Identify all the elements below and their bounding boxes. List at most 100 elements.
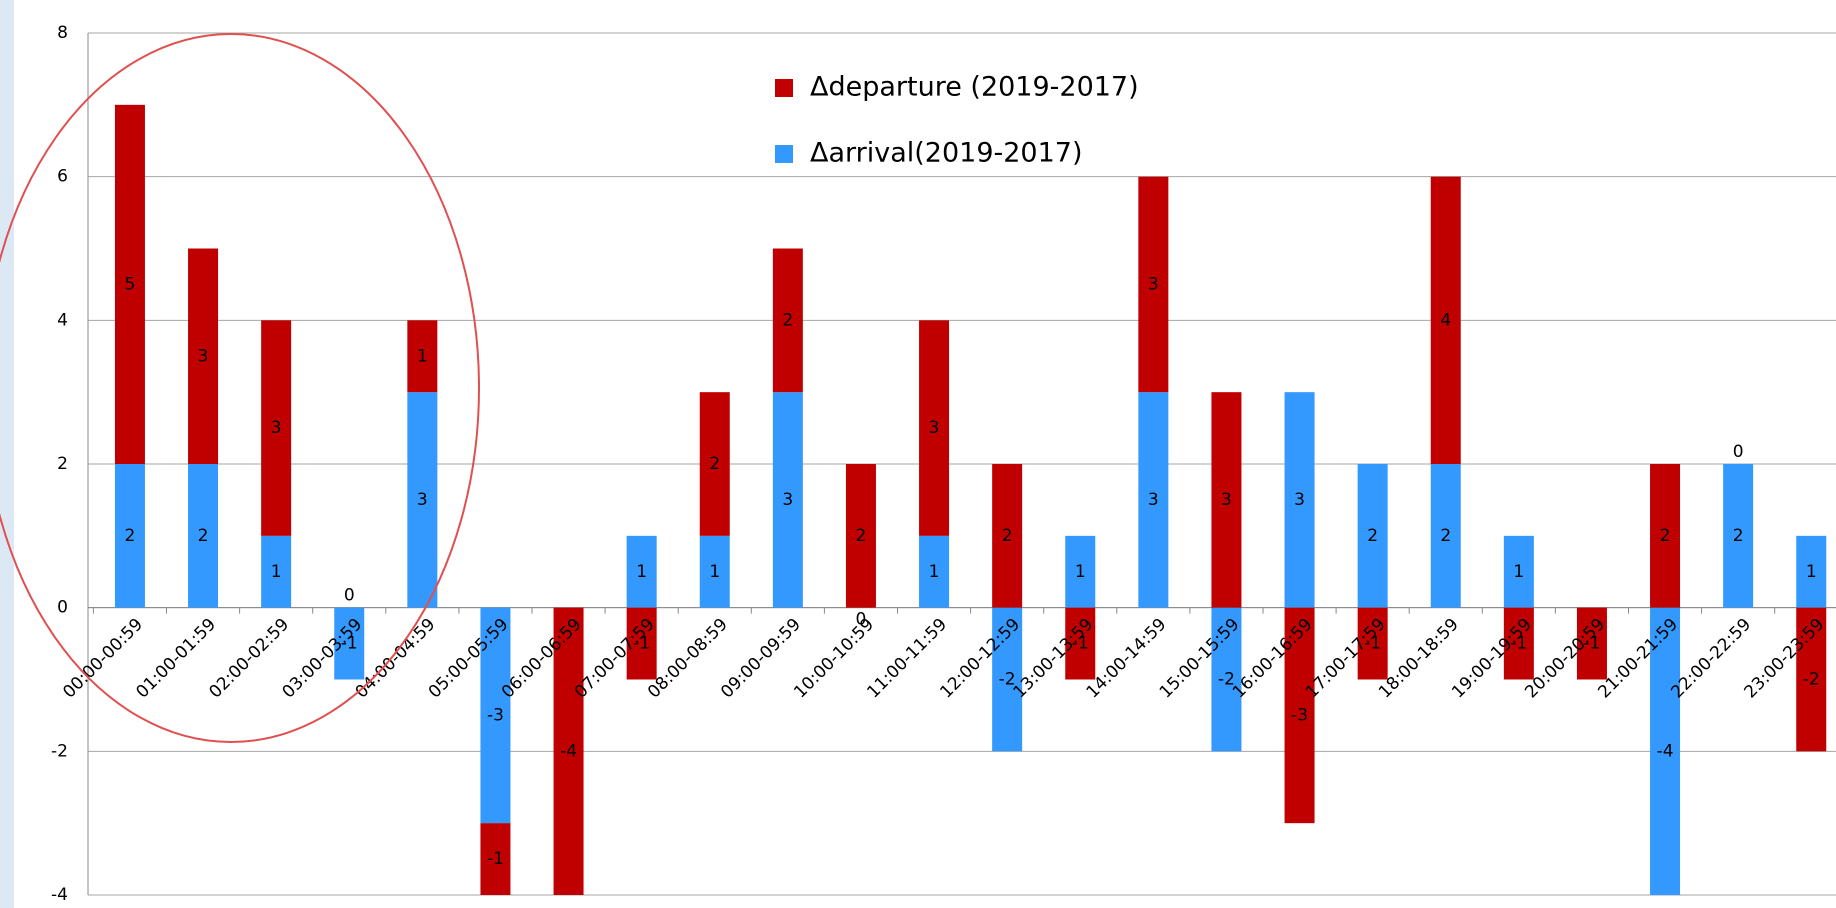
data-label: 3 bbox=[782, 490, 793, 510]
bar-segment bbox=[1357, 464, 1388, 608]
data-label: -2 bbox=[999, 670, 1016, 690]
legend-label: Δarrival(2019-2017) bbox=[810, 138, 1083, 169]
y-tick-label: 6 bbox=[57, 167, 68, 187]
data-label: -1 bbox=[341, 634, 358, 654]
data-label: -4 bbox=[1657, 741, 1674, 761]
bar-segment bbox=[1284, 607, 1315, 824]
bar-segment bbox=[699, 535, 730, 608]
data-label: 2 bbox=[1660, 526, 1671, 546]
data-label: 3 bbox=[417, 490, 428, 510]
bar-segment bbox=[992, 464, 1023, 608]
data-label: 2 bbox=[782, 310, 793, 330]
data-label: 1 bbox=[1075, 562, 1086, 582]
data-label: 1 bbox=[1513, 562, 1524, 582]
bar-segment bbox=[553, 607, 584, 895]
data-label: -4 bbox=[560, 741, 577, 761]
bar-segment bbox=[1796, 607, 1827, 752]
data-label: 2 bbox=[1440, 526, 1451, 546]
bar-segment bbox=[992, 607, 1023, 752]
bar-segment bbox=[1723, 464, 1754, 608]
legend-label: Δdeparture (2019-2017) bbox=[810, 72, 1139, 103]
data-label: 1 bbox=[417, 346, 428, 366]
bar-segment bbox=[1503, 607, 1534, 680]
data-label: 5 bbox=[125, 274, 136, 294]
data-label: 0 bbox=[1733, 442, 1744, 462]
bar-segment bbox=[1650, 464, 1681, 608]
data-label: -3 bbox=[1291, 705, 1308, 725]
bar-segment bbox=[480, 823, 511, 895]
data-label: 3 bbox=[271, 418, 282, 438]
bar-segment bbox=[1284, 392, 1315, 608]
data-label: -3 bbox=[487, 705, 504, 725]
y-tick-label: -4 bbox=[51, 885, 68, 905]
legend-swatch bbox=[775, 145, 793, 163]
bar-segment bbox=[1430, 464, 1461, 608]
bar-segment bbox=[1357, 607, 1388, 680]
data-label: 3 bbox=[1148, 274, 1159, 294]
data-label: 3 bbox=[1221, 490, 1232, 510]
bar-segment bbox=[919, 535, 950, 608]
bar-segment bbox=[845, 464, 876, 608]
data-label: -1 bbox=[1510, 634, 1527, 654]
bar-segment bbox=[114, 464, 145, 608]
data-label: 4 bbox=[1440, 310, 1451, 330]
data-label: 3 bbox=[929, 418, 940, 438]
data-label: -1 bbox=[487, 849, 504, 869]
bar-segment bbox=[1430, 176, 1461, 464]
bar-segment bbox=[188, 248, 219, 464]
bar-segment bbox=[114, 104, 145, 464]
data-label: 1 bbox=[709, 562, 720, 582]
data-label: -1 bbox=[633, 634, 650, 654]
y-tick-label: 8 bbox=[57, 23, 68, 43]
data-label: 0 bbox=[856, 610, 867, 630]
legend-swatch bbox=[775, 79, 793, 97]
data-label: -2 bbox=[1218, 670, 1235, 690]
data-label: 3 bbox=[198, 346, 209, 366]
y-tick-label: 4 bbox=[57, 310, 68, 330]
y-tick-label: 2 bbox=[57, 454, 68, 474]
y-tick-label: 0 bbox=[57, 598, 68, 618]
data-label: -2 bbox=[1803, 670, 1820, 690]
data-label: 1 bbox=[1806, 562, 1817, 582]
bar-segment bbox=[261, 535, 292, 608]
data-label: 2 bbox=[198, 526, 209, 546]
data-label: 2 bbox=[125, 526, 136, 546]
bar-segment bbox=[1211, 607, 1242, 752]
data-label: 2 bbox=[1002, 526, 1013, 546]
data-label: 3 bbox=[1294, 490, 1305, 510]
bar-segment bbox=[1211, 392, 1242, 608]
bar-segment bbox=[1796, 535, 1827, 608]
bar-segment bbox=[334, 607, 365, 680]
bar-segment bbox=[772, 248, 803, 393]
bar-segment bbox=[1138, 176, 1169, 393]
data-label: 3 bbox=[1148, 490, 1159, 510]
bar-segment bbox=[626, 607, 657, 680]
data-label: -1 bbox=[1072, 634, 1089, 654]
data-label: 2 bbox=[1733, 526, 1744, 546]
bar-segment bbox=[1576, 607, 1607, 680]
data-label: -1 bbox=[1583, 634, 1600, 654]
bar-segment bbox=[407, 392, 438, 608]
bar-segment bbox=[1503, 535, 1534, 608]
data-label: 1 bbox=[636, 562, 647, 582]
bar-segment bbox=[1138, 392, 1169, 608]
bar-segment bbox=[188, 464, 219, 608]
highlight-ellipse bbox=[0, 33, 480, 743]
data-label: 2 bbox=[709, 454, 720, 474]
data-label: 2 bbox=[856, 526, 867, 546]
bar-segment bbox=[1065, 535, 1096, 608]
data-label: 0 bbox=[344, 586, 355, 606]
bar-segment bbox=[1065, 607, 1096, 680]
data-label: 1 bbox=[271, 562, 282, 582]
bar-segment bbox=[626, 535, 657, 608]
bar-segment bbox=[407, 320, 438, 393]
bar-segment bbox=[261, 320, 292, 536]
data-label: 2 bbox=[1367, 526, 1378, 546]
bar-segment bbox=[772, 392, 803, 608]
y-tick-label: -2 bbox=[51, 741, 68, 761]
bar-segment bbox=[1650, 607, 1681, 895]
data-label: 1 bbox=[929, 562, 940, 582]
bar-segment bbox=[919, 320, 950, 536]
